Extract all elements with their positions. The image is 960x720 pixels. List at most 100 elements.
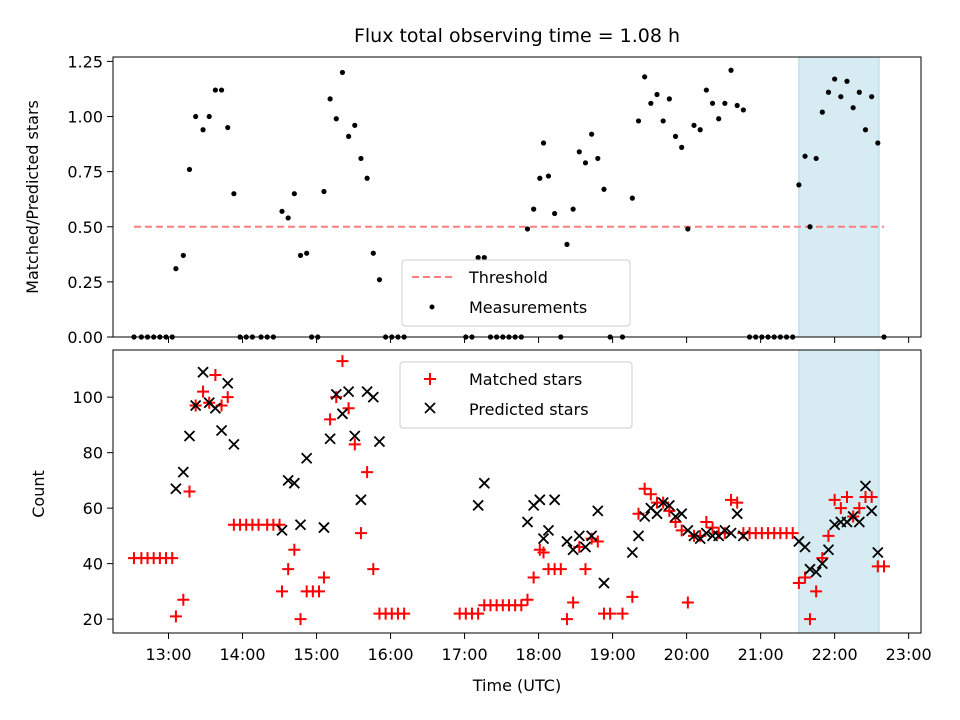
measurement-point (869, 94, 875, 100)
measurement-point (635, 118, 642, 124)
matched-star-point (324, 413, 337, 426)
plot-frame-bottom (112, 349, 922, 634)
y-tick-label: 100 (72, 388, 103, 407)
matched-star-point (616, 607, 629, 620)
measurement-point (709, 100, 716, 106)
matched-star-point (336, 355, 349, 368)
matched-star-point (828, 493, 841, 506)
matched-star-point (294, 613, 307, 626)
matched-star-point (834, 502, 847, 515)
y-axis-label-bottom: Count (29, 470, 48, 518)
count-points (127, 355, 890, 626)
measurement-point (285, 215, 291, 221)
predicted-star-point (853, 516, 865, 528)
measurement-point (291, 191, 297, 197)
matched-star-point (865, 491, 878, 504)
predicted-star-point (585, 530, 598, 542)
predicted-star-point (472, 499, 484, 512)
predicted-star-point (731, 508, 743, 520)
matched-star-point (398, 607, 411, 620)
measurement-point (697, 127, 703, 133)
measurement-point (875, 140, 881, 146)
y-tick-label: 20 (83, 610, 103, 629)
measurement-point (691, 122, 697, 128)
chart-title: Flux total observing time = 1.08 h (354, 25, 680, 47)
measurement-point (524, 226, 531, 232)
predicted-star-point (598, 577, 610, 589)
ratio-panel: 0.00 0.25 0.50 0.75 1.00 1.25 Matched/Predict… (23, 52, 922, 347)
x-tick-label: 19:00 (590, 645, 636, 664)
measurement-point (297, 252, 304, 259)
x-tick-label: 21:00 (738, 645, 784, 664)
predicted-star-point (669, 510, 682, 523)
legend-box-top (401, 259, 631, 327)
matched-star-point (282, 563, 295, 576)
matched-star-point (515, 599, 528, 612)
measurement-point (540, 140, 547, 146)
measurement-point (648, 100, 654, 106)
measurement-point (844, 78, 850, 84)
y-tick-label: 80 (83, 444, 103, 463)
legend-top: Threshold Measurements (401, 259, 631, 327)
predicted-star-point (537, 533, 550, 545)
measurement-point (672, 133, 679, 139)
matched-star-point (792, 577, 805, 590)
matched-star-point (810, 585, 823, 598)
matched-star-point (579, 563, 592, 576)
predicted-star-point (737, 530, 749, 542)
predicted-star-point (294, 519, 307, 531)
measurement-point (825, 89, 832, 95)
measurement-point (862, 127, 869, 133)
predicted-star-point (367, 391, 379, 403)
measurement-point (364, 175, 370, 181)
predicted-star-point (215, 424, 228, 437)
measurement-point (531, 206, 537, 212)
predicted-star-point (626, 546, 638, 559)
predicted-star-point (719, 524, 731, 536)
matched-star-point (644, 488, 657, 501)
predicted-star-point (330, 388, 342, 401)
matched-star-point (731, 496, 744, 509)
y-tick-label: 0.50 (67, 218, 103, 237)
matched-star-point (706, 521, 719, 534)
matched-star-point (681, 596, 694, 609)
measurement-point (595, 155, 601, 162)
x-tick-label: 18:00 (516, 645, 562, 664)
predicted-star-point (799, 541, 811, 553)
matched-star-point (591, 535, 604, 548)
measurement-point (200, 127, 206, 133)
predicted-star-point (336, 408, 349, 420)
predicted-star-point (222, 377, 234, 389)
measurement-point (193, 113, 199, 120)
predicted-star-point (355, 494, 367, 506)
matched-star-point (361, 466, 374, 479)
measurement-point (819, 109, 825, 115)
matched-star-point (604, 607, 617, 620)
matched-star-point (822, 529, 835, 542)
measurement-point (576, 149, 582, 155)
y-tick-label: 0.25 (67, 273, 103, 292)
predicted-star-point (209, 402, 222, 414)
measurement-point (225, 124, 231, 131)
predicted-star-point (688, 530, 700, 542)
measurement-point (740, 107, 746, 113)
y-tick-label: 0.75 (67, 163, 103, 182)
matched-star-point (554, 563, 567, 576)
measurement-point (850, 105, 856, 111)
matched-star-point (354, 527, 367, 540)
matched-star-point (472, 607, 485, 620)
measurement-point (654, 91, 660, 98)
measurement-point (358, 155, 364, 162)
measurement-point (601, 186, 607, 192)
measurement-point (807, 224, 813, 230)
measurement-point (173, 266, 179, 272)
predicted-star-point (373, 435, 386, 448)
y-tick-label: 1.00 (67, 108, 103, 127)
predicted-star-point (342, 385, 355, 398)
matched-star-point (288, 543, 301, 556)
matched-star-point (626, 590, 639, 603)
measurement-point (327, 96, 333, 102)
predicted-star-point (592, 505, 604, 517)
predicted-star-point (288, 477, 300, 489)
